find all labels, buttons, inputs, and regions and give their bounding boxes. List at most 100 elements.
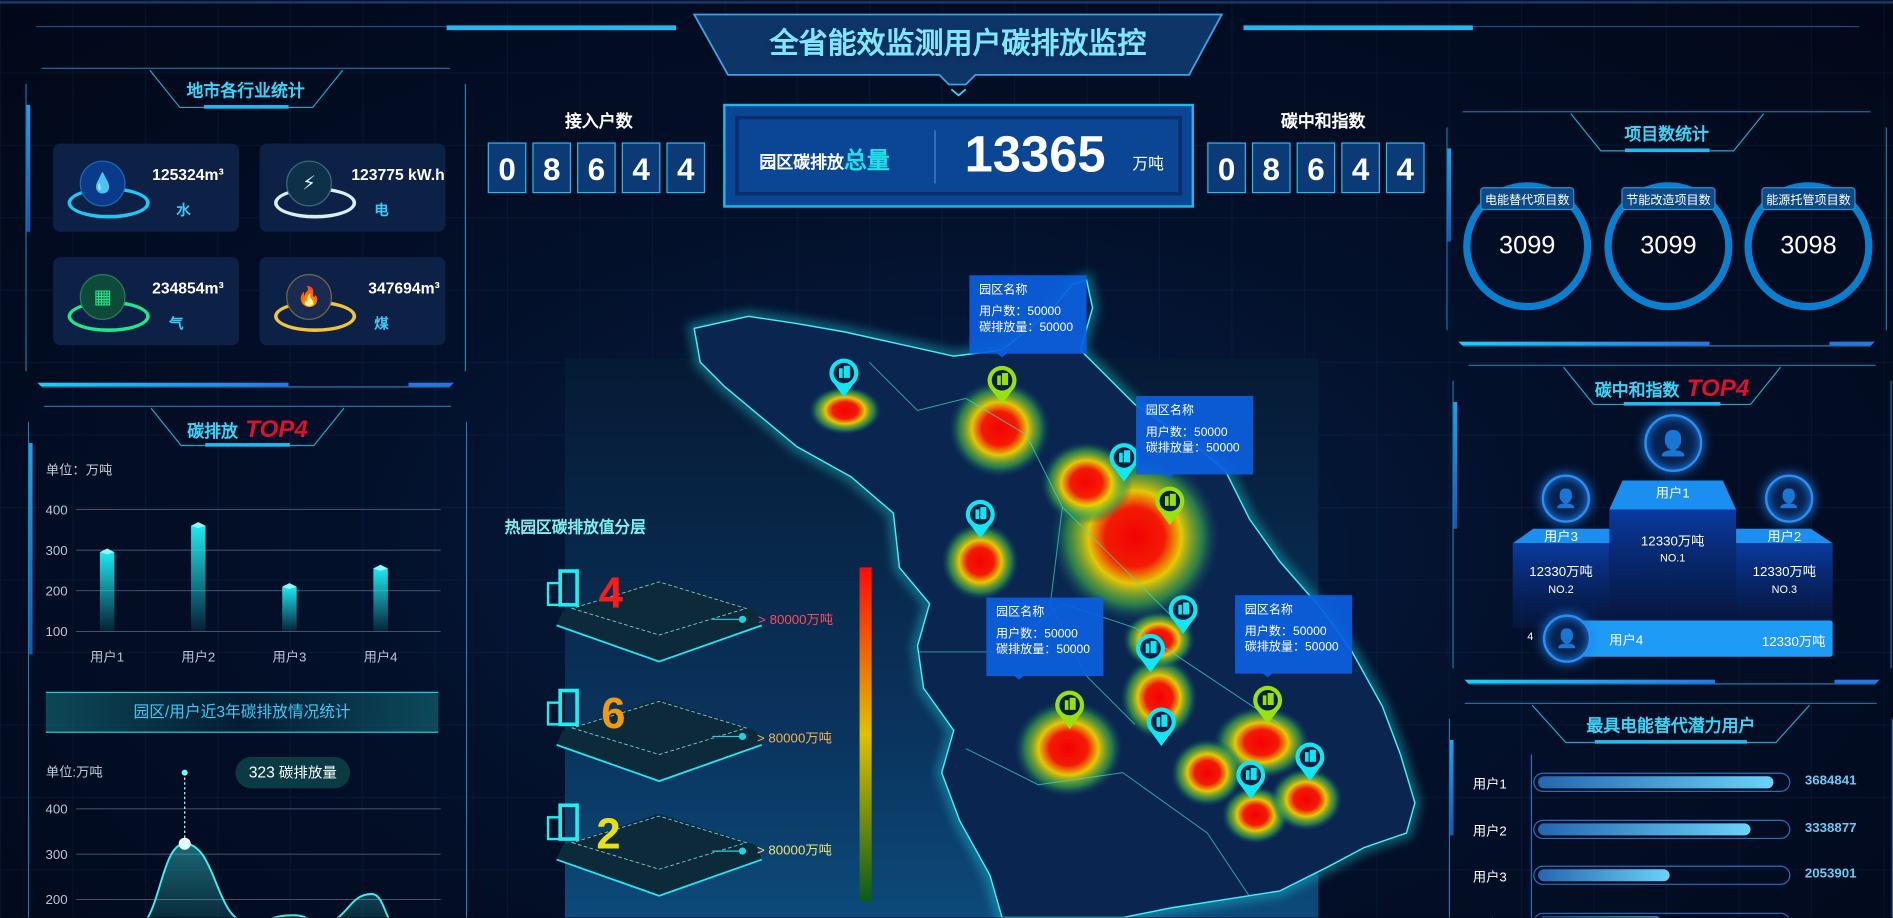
bar xyxy=(373,568,388,632)
bar-cap xyxy=(282,583,297,590)
page-title: 全省能效监测用户碳排放监控 xyxy=(769,27,1147,61)
legend-dot xyxy=(738,615,747,623)
line-chart-unit: 单位:万吨 xyxy=(45,765,103,780)
heat-spot xyxy=(1171,738,1244,807)
stat-card-water: 💧 125324m³ 水 xyxy=(53,144,239,232)
y-tick-label: 300 xyxy=(45,847,67,862)
park-location-pin[interactable] xyxy=(1108,442,1139,483)
layer-count: 6 xyxy=(601,688,626,738)
user-icon: 👤 xyxy=(1777,488,1801,510)
stat-value: 123775 kW.h xyxy=(351,165,445,184)
digit: 4 xyxy=(666,142,706,194)
digit: 8 xyxy=(532,142,572,194)
emission-top4-panel: 碳排放 TOP4 xyxy=(28,406,467,918)
axis-line xyxy=(1530,754,1533,918)
heat-spot xyxy=(941,522,1019,601)
layer-count: 4 xyxy=(598,567,623,617)
heat-spot xyxy=(1270,767,1343,831)
y-tick-label: 200 xyxy=(45,584,67,599)
park-location-pin[interactable] xyxy=(1294,741,1325,782)
park-location-pin[interactable] xyxy=(1054,689,1085,730)
bar xyxy=(282,586,297,632)
rank-number: NO.2 xyxy=(1548,583,1574,596)
user-icon: 👤 xyxy=(1555,628,1579,650)
park-location-pin[interactable] xyxy=(1252,685,1283,726)
progress-track xyxy=(1533,772,1791,792)
rank-value: 12330万吨 xyxy=(1640,534,1705,550)
lightning-icon: ⚡ xyxy=(286,161,332,207)
platform-edge xyxy=(556,744,763,783)
rank-4-bar: 用户4 12330万吨 xyxy=(1575,620,1833,657)
progress-track xyxy=(1533,912,1791,918)
park-location-pin[interactable] xyxy=(1235,759,1266,800)
gas-heater-icon: ▦ xyxy=(80,274,126,320)
progress-fill xyxy=(1538,823,1751,836)
total-emission-box: 园区碳排放总量 13365 万吨 xyxy=(723,103,1194,208)
park-location-pin[interactable] xyxy=(1167,594,1198,635)
bar-chart-unit: 单位：万吨 xyxy=(45,463,113,479)
park-location-pin[interactable] xyxy=(1146,706,1177,747)
avatar-user-third: 👤 xyxy=(1765,474,1814,523)
total-value: 13365 xyxy=(964,125,1106,183)
y-tick-label: 300 xyxy=(45,543,67,558)
layer-count: 2 xyxy=(596,808,621,859)
heat-spot xyxy=(948,380,1051,477)
podium xyxy=(1512,480,1833,631)
platform-inner xyxy=(570,581,748,636)
rank-name: 用户1 xyxy=(1655,486,1690,502)
park-location-pin[interactable] xyxy=(965,499,996,540)
total-label: 园区碳排放 xyxy=(759,152,844,172)
stat-value: 125324m³ xyxy=(152,165,224,184)
user-icon: 👤 xyxy=(1658,430,1689,457)
progress-fill xyxy=(1538,776,1774,789)
progress-fill xyxy=(1538,916,1662,918)
industry-stats-panel: 地市各行业统计 💧 125324m³ 水 ⚡ 123775 kW.h 电 ▦ 2… xyxy=(25,68,466,388)
heat-spot xyxy=(1014,700,1123,797)
y-tick-label: 200 xyxy=(45,892,67,907)
park-location-pin[interactable] xyxy=(1135,633,1166,674)
platform-edge xyxy=(556,858,763,897)
stat-label: 水 xyxy=(176,201,191,219)
digit: 0 xyxy=(1207,142,1246,194)
park-tooltip: 园区名称 用户数：50000 碳排放量：50000 xyxy=(1136,395,1254,479)
layers-title: 热园区碳排放值分层 xyxy=(504,517,646,537)
park-location-pin[interactable] xyxy=(1154,485,1185,526)
layer-platform xyxy=(556,813,762,896)
top4-badge: TOP4 xyxy=(1686,375,1750,403)
project-label: 电能替代项目数 xyxy=(1480,187,1575,211)
legend-color-bar xyxy=(859,567,872,902)
progress-track xyxy=(1533,819,1791,840)
park-location-pin[interactable] xyxy=(986,365,1017,406)
y-tick-label: 100 xyxy=(45,624,67,639)
digit: 6 xyxy=(577,142,616,194)
divider xyxy=(934,130,936,184)
project-stats-panel: 项目数统计 xyxy=(1446,111,1887,346)
access-count-label: 接入户数 xyxy=(565,111,633,131)
x-tick-label: 用户2 xyxy=(181,649,215,665)
panel-title: 碳中和指数 TOP4 xyxy=(1563,366,1780,407)
total-unit: 万吨 xyxy=(1132,154,1164,173)
stat-value: 347694m³ xyxy=(368,278,440,297)
park-tooltip: 园区名称 用户数：50000 碳排放量：50000 xyxy=(969,275,1087,358)
row-label: 用户3 xyxy=(1472,870,1507,885)
panel-title: 碳排放 TOP4 xyxy=(151,407,344,448)
x-tick-label: 用户3 xyxy=(272,649,306,665)
total-label-emphasis: 总量 xyxy=(843,148,890,174)
heat-spot xyxy=(808,386,882,435)
data-point xyxy=(178,837,191,850)
platform-inner xyxy=(570,700,748,755)
potential-users-panel: 最具电能替代潜力用户 xyxy=(1449,703,1893,918)
avatar-user-second: 👤 xyxy=(1541,474,1590,523)
rank-number: NO.1 xyxy=(1659,551,1686,564)
bar xyxy=(191,525,206,632)
chart-tooltip: 323 碳排放量 xyxy=(235,756,351,789)
neutral-index-label: 碳中和指数 xyxy=(1280,111,1366,131)
park-location-pin[interactable] xyxy=(828,357,859,398)
row-label: 用户2 xyxy=(1472,824,1507,840)
bar-cap xyxy=(191,522,206,529)
rank-number: 4 xyxy=(1527,630,1534,643)
stat-card-electricity: ⚡ 123775 kW.h 电 xyxy=(260,144,446,232)
heat-spot xyxy=(1120,656,1198,739)
building-icon xyxy=(546,581,562,607)
